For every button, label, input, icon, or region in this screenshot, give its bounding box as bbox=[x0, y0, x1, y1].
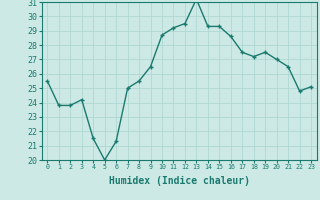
X-axis label: Humidex (Indice chaleur): Humidex (Indice chaleur) bbox=[109, 176, 250, 186]
